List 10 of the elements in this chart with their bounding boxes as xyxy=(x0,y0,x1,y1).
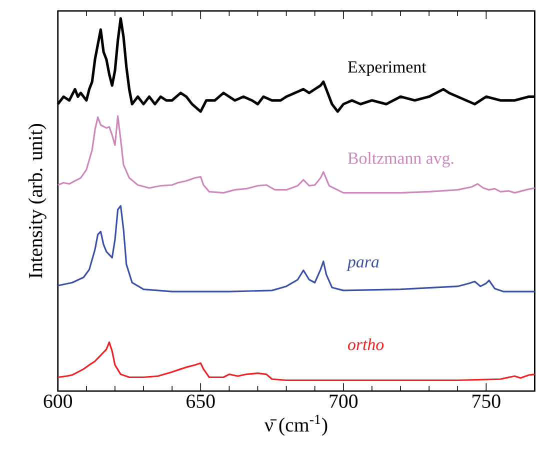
x-tick-label: 750 xyxy=(472,394,500,408)
x-tick-label: 650 xyxy=(186,394,215,408)
series-label: ortho xyxy=(348,338,384,350)
x-axis-title: ν̄ (cm$^{-1}$) xyxy=(264,414,328,436)
x-tick-label: 700 xyxy=(330,394,358,408)
y-axis-title: Intensity (arb. unit) xyxy=(28,124,46,278)
x-tick-label: 600 xyxy=(44,394,72,408)
series-label: para xyxy=(346,259,379,271)
series-label: Boltzmann avg. xyxy=(348,152,454,168)
series-label: Experiment xyxy=(348,61,426,76)
